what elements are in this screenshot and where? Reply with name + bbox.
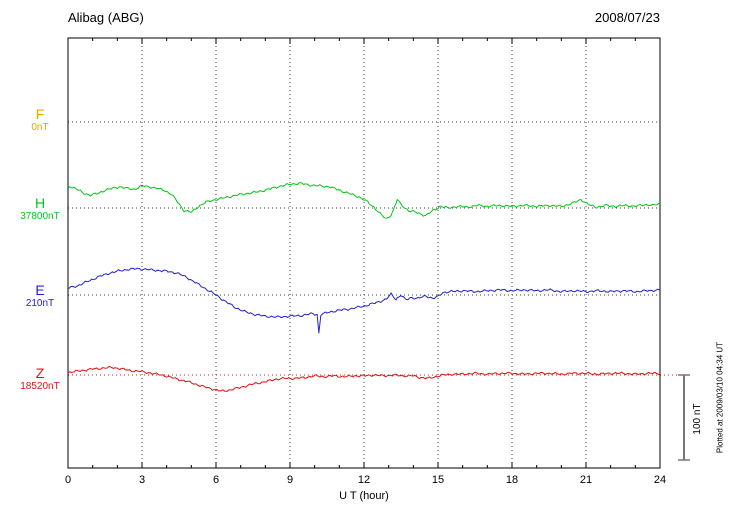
scale-bar-label: 100 nT (692, 403, 703, 435)
trace-label-F: F 0nT (6, 106, 74, 134)
trace-letter-E: E (35, 282, 45, 298)
trace-baseline-E: 210nT (25, 298, 55, 309)
station-title: Alibag (ABG) (68, 10, 144, 25)
plotted-at-note: Plotted at 2009/03/10 04:34 UT (715, 341, 725, 454)
x-tick-label: 6 (213, 474, 219, 486)
trace-baseline-H: 37800nT (20, 211, 60, 222)
x-tick-label: 24 (654, 474, 666, 486)
x-tick-label: 18 (506, 474, 518, 486)
trace-letter-Z: Z (35, 365, 45, 381)
x-tick-label: 3 (139, 474, 145, 486)
trace-letter-F: F (35, 106, 45, 122)
trace-letter-H: H (34, 195, 46, 211)
trace-label-E: E 210nT (6, 282, 74, 310)
trace-E (67, 267, 661, 334)
plot-date: 2008/07/23 (594, 10, 660, 25)
x-axis-title: U T (hour) (339, 490, 389, 502)
trace-label-Z: Z 18520nT (6, 365, 74, 393)
trace-label-H: H 37800nT (6, 195, 74, 223)
trace-baseline-Z: 18520nT (20, 381, 60, 392)
x-tick-label: 15 (432, 474, 444, 486)
trace-Z (67, 365, 661, 392)
x-tick-label: 12 (358, 474, 370, 486)
trace-baseline-F: 0nT (31, 122, 49, 133)
x-tick-label: 9 (287, 474, 293, 486)
x-tick-label: 0 (65, 474, 71, 486)
trace-H (67, 182, 661, 219)
x-tick-label: 21 (580, 474, 592, 486)
